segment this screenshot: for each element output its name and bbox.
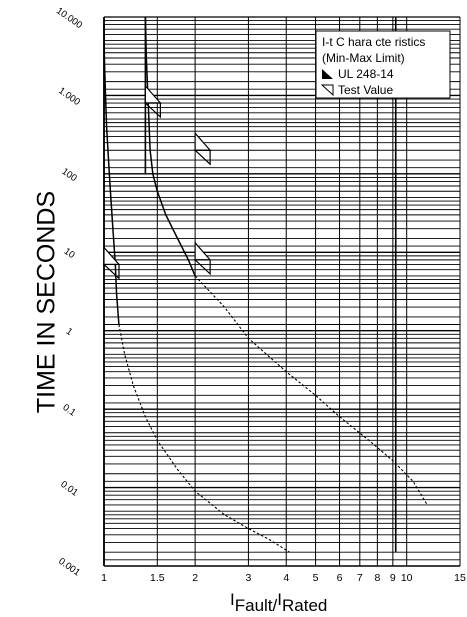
test-value-marker: [143, 102, 161, 119]
curve-dashed: [194, 275, 428, 506]
x-axis-label: IFault/IRated: [230, 590, 327, 615]
legend-item-ul: UL 248-14: [338, 67, 394, 81]
legend: I-t C hara cte ristics (Min-Max Limit) U…: [315, 30, 451, 99]
ul-limit-marker: [194, 131, 212, 151]
test-value-marker: [193, 149, 211, 166]
x-tick-label: 3: [246, 572, 252, 584]
ul-limit-marker: [194, 241, 212, 261]
chart-markers: [102, 84, 212, 280]
x-tick-label: 15: [454, 572, 466, 584]
curve-solid: [144, 16, 196, 277]
x-tick-label: 2: [192, 572, 198, 584]
x-tick-label: 5: [313, 572, 319, 584]
x-tick-label: 7: [357, 572, 363, 584]
y-tick-label: 10: [62, 246, 77, 261]
ul-limit-marker: [144, 84, 162, 104]
test-value-legend-icon: [320, 84, 334, 97]
y-tick-label: 0.1: [61, 402, 78, 419]
x-tick-label: 1: [101, 572, 107, 584]
test-value-marker: [102, 263, 120, 280]
x-tick-label: 9: [390, 572, 396, 584]
y-axis-label: TIME IN SECONDS: [33, 191, 61, 413]
y-tick-label: 10.000: [54, 5, 84, 31]
curve-solid: [103, 24, 120, 325]
chart-grid: [103, 16, 461, 567]
x-axis-label-slash: /: [273, 596, 278, 615]
x-tick-label: 4: [283, 572, 289, 584]
y-tick-label: 1: [64, 326, 75, 338]
test-value-marker: [193, 259, 211, 276]
x-tick-label: 1.5: [150, 572, 165, 584]
x-tick-label: 8: [374, 572, 380, 584]
legend-title-2: (Min-Max Limit): [322, 51, 405, 65]
ul-limit-legend-icon: [322, 69, 333, 79]
y-tick-label: 0.001: [56, 556, 82, 579]
x-axis-label-fault: Fault: [235, 596, 273, 615]
y-tick-label: 100: [59, 166, 78, 184]
x-axis-label-prefix: I: [230, 590, 235, 609]
x-axis-label-prefix2: I: [277, 590, 282, 609]
x-tick-label: 6: [337, 572, 343, 584]
x-tick-label: 10: [401, 572, 413, 584]
x-axis-label-rated: Rated: [282, 596, 327, 615]
legend-title-1: I-t C hara cte ristics: [322, 35, 425, 49]
y-tick-label: 1.000: [56, 85, 82, 108]
y-tick-label: 0.01: [58, 479, 79, 499]
curve-dashed: [118, 324, 290, 553]
legend-item-test: Test Value: [338, 83, 393, 97]
x-tick-labels: 1 1.5 2 3 4 5 6 7 8 9 10 15: [101, 572, 466, 584]
legend-box: [315, 30, 451, 99]
